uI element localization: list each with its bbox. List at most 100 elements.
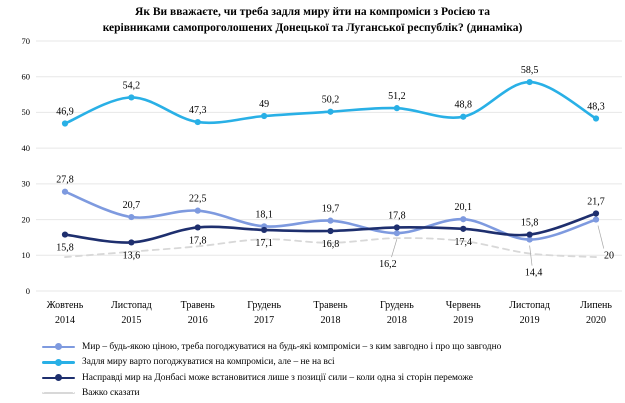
data-point-marker bbox=[128, 94, 135, 101]
y-axis-tick-label: 30 bbox=[22, 179, 31, 189]
data-label: 14,4 bbox=[525, 268, 543, 279]
data-label: 58,5 bbox=[521, 65, 539, 76]
chart-legend: Мир – будь-якою ціною, треба погоджувати… bbox=[42, 339, 625, 401]
data-point-marker bbox=[194, 224, 201, 231]
x-axis-label-year: 2018 bbox=[321, 315, 341, 326]
series-line-hard_to_say bbox=[64, 237, 597, 258]
data-point-marker bbox=[261, 112, 268, 120]
x-axis-label-month: Липень bbox=[580, 300, 612, 311]
data-point-marker bbox=[460, 216, 467, 223]
label-leader-line bbox=[391, 239, 398, 258]
x-axis-label-month: Грудень bbox=[380, 300, 414, 311]
data-point-marker bbox=[61, 120, 69, 127]
y-axis-tick-label: 10 bbox=[22, 250, 31, 260]
legend-label: Задля миру варто погоджуватися на компро… bbox=[82, 357, 335, 368]
x-axis-label-year: 2015 bbox=[121, 315, 141, 326]
legend-item-position-of-strength: Насправді мир на Донбасі може встановити… bbox=[42, 370, 625, 386]
line-chart-plot-area: 0 10 20 30 40 50 60 70 Жовтень 2014 Листопад 2015 Тр… bbox=[22, 36, 622, 326]
data-label: 48,8 bbox=[455, 100, 473, 111]
data-point-marker bbox=[128, 213, 135, 221]
y-axis-tick-label: 70 bbox=[22, 36, 31, 46]
x-axis-label-month: Червень bbox=[446, 300, 481, 311]
data-point-marker bbox=[592, 115, 600, 122]
x-axis-label-year: 2020 bbox=[586, 315, 606, 326]
data-label: 16,8 bbox=[322, 239, 340, 250]
data-label: 22,5 bbox=[189, 194, 207, 205]
data-label: 48,3 bbox=[587, 102, 605, 113]
data-label: 51,2 bbox=[388, 91, 406, 102]
data-point-marker bbox=[460, 225, 467, 232]
data-point-marker bbox=[194, 207, 201, 214]
data-point-marker bbox=[526, 231, 533, 238]
data-label: 18,1 bbox=[255, 209, 273, 220]
data-label: 17,8 bbox=[388, 210, 406, 221]
x-axis-label-year: 2017 bbox=[254, 315, 274, 326]
x-axis-label-month: Листопад bbox=[509, 300, 550, 311]
legend-item-hard-to-say: Важко сказати bbox=[42, 386, 625, 402]
data-label: 47,3 bbox=[189, 105, 207, 116]
data-point-marker bbox=[128, 239, 135, 246]
label-leader-line bbox=[597, 225, 605, 249]
data-point-marker bbox=[393, 105, 400, 112]
x-axis-label-year: 2019 bbox=[453, 315, 473, 326]
x-axis-label-month: Травень bbox=[313, 300, 348, 311]
data-label: 20 bbox=[604, 251, 614, 262]
data-point-marker bbox=[592, 216, 600, 223]
data-point-marker bbox=[526, 236, 533, 243]
legend-line-marker-sample bbox=[42, 357, 75, 367]
data-point-marker bbox=[327, 227, 334, 235]
data-label: 27,8 bbox=[56, 175, 74, 186]
data-label: 15,8 bbox=[521, 218, 539, 229]
data-label: 50,2 bbox=[322, 95, 340, 106]
legend-label: Важко сказати bbox=[82, 388, 140, 399]
data-label: 17,8 bbox=[189, 235, 207, 246]
data-label: 49 bbox=[259, 99, 269, 110]
data-point-marker bbox=[526, 78, 533, 86]
data-point-marker bbox=[61, 188, 69, 195]
chart-title: Як Ви вважаєте, чи треба задля миру йти … bbox=[0, 4, 625, 36]
data-label: 15,8 bbox=[56, 243, 74, 254]
label-leader-line bbox=[529, 245, 533, 266]
data-point-marker bbox=[393, 230, 400, 237]
data-point-marker bbox=[261, 226, 268, 234]
data-label: 54,2 bbox=[123, 80, 141, 91]
data-label: 46,9 bbox=[56, 107, 74, 118]
x-axis-label-year: 2014 bbox=[55, 315, 75, 326]
legend-dashed-line-sample bbox=[42, 388, 75, 398]
data-point-marker bbox=[393, 224, 400, 231]
data-point-marker bbox=[592, 210, 600, 217]
legend-item-compromises-not-all: Задля миру варто погоджуватися на компро… bbox=[42, 355, 625, 371]
x-axis-label-month: Грудень bbox=[247, 300, 281, 311]
data-label: 20,1 bbox=[455, 202, 473, 213]
x-axis-label-year: 2018 bbox=[387, 315, 407, 326]
legend-label: Насправді мир на Донбасі може встановити… bbox=[82, 372, 473, 383]
x-axis-label-month: Листопад bbox=[111, 300, 152, 311]
x-axis-label-month: Травень bbox=[181, 300, 216, 311]
legend-line-marker-sample bbox=[42, 373, 75, 383]
y-axis-tick-label: 20 bbox=[22, 214, 31, 224]
y-axis-tick-label: 40 bbox=[22, 143, 31, 153]
data-label: 20,7 bbox=[123, 200, 141, 211]
data-label: 17,1 bbox=[255, 238, 273, 249]
y-axis-tick-label: 0 bbox=[26, 286, 30, 296]
data-label: 17,4 bbox=[455, 237, 473, 248]
x-axis-label-year: 2016 bbox=[188, 315, 208, 326]
x-axis-label-year: 2019 bbox=[520, 315, 540, 326]
y-axis-tick-label: 50 bbox=[22, 107, 31, 117]
data-label: 16,2 bbox=[379, 259, 397, 270]
data-label: 13,6 bbox=[123, 250, 141, 261]
data-point-marker bbox=[194, 118, 201, 126]
data-point-marker bbox=[61, 231, 69, 238]
legend-label: Мир – будь-якою ціною, треба погоджувати… bbox=[82, 341, 502, 352]
data-label: 19,7 bbox=[322, 204, 340, 215]
data-label: 21,7 bbox=[587, 197, 605, 208]
x-axis-label-month: Жовтень bbox=[47, 300, 84, 311]
y-axis-tick-label: 60 bbox=[22, 72, 31, 82]
chart-title-line-1: Як Ви вважаєте, чи треба задля миру йти … bbox=[135, 6, 490, 18]
legend-line-marker-sample bbox=[42, 342, 75, 352]
data-point-marker bbox=[327, 108, 334, 115]
chart-title-line-2: керівниками самопроголошених Донецької т… bbox=[102, 22, 523, 34]
data-point-marker bbox=[460, 113, 467, 120]
data-point-marker bbox=[327, 217, 334, 224]
